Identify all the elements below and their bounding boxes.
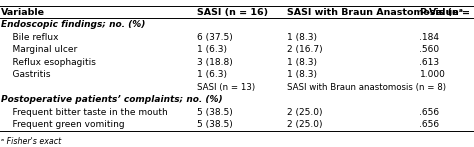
- Text: Bile reflux: Bile reflux: [1, 33, 58, 42]
- Text: 2 (25.0): 2 (25.0): [287, 120, 322, 129]
- Text: Endoscopic findings; no. (%): Endoscopic findings; no. (%): [1, 20, 146, 29]
- Text: Gastritis: Gastritis: [1, 70, 50, 79]
- Text: SASI (n = 16): SASI (n = 16): [197, 8, 268, 17]
- Text: P-Valueᵃ: P-Valueᵃ: [419, 8, 464, 17]
- Text: 5 (38.5): 5 (38.5): [197, 108, 232, 117]
- Text: .656: .656: [419, 108, 439, 117]
- Text: 1 (8.3): 1 (8.3): [287, 70, 317, 79]
- Text: SASI (n = 13): SASI (n = 13): [197, 83, 255, 92]
- Text: 2 (25.0): 2 (25.0): [287, 108, 322, 117]
- Text: Frequent bitter taste in the mouth: Frequent bitter taste in the mouth: [1, 108, 168, 117]
- Text: 6 (37.5): 6 (37.5): [197, 33, 232, 42]
- Text: 1.000: 1.000: [419, 70, 446, 79]
- Text: Postoperative patients’ complaints; no. (%): Postoperative patients’ complaints; no. …: [1, 95, 223, 104]
- Text: 1 (6.3): 1 (6.3): [197, 70, 227, 79]
- Text: Variable: Variable: [1, 8, 45, 17]
- Text: 5 (38.5): 5 (38.5): [197, 120, 232, 129]
- Text: .184: .184: [419, 33, 439, 42]
- Text: Reflux esophagitis: Reflux esophagitis: [1, 58, 96, 67]
- Text: 2 (16.7): 2 (16.7): [287, 45, 322, 54]
- Text: Marginal ulcer: Marginal ulcer: [1, 45, 77, 54]
- Text: SASI with Braun anastomosis (n = 8): SASI with Braun anastomosis (n = 8): [287, 83, 446, 92]
- Text: ᵃ Fisher's exact: ᵃ Fisher's exact: [1, 137, 61, 146]
- Text: 3 (18.8): 3 (18.8): [197, 58, 232, 67]
- Text: .560: .560: [419, 45, 439, 54]
- Text: Frequent green vomiting: Frequent green vomiting: [1, 120, 125, 129]
- Text: .656: .656: [419, 120, 439, 129]
- Text: SASI with Braun Anastomosis (n = 12): SASI with Braun Anastomosis (n = 12): [287, 8, 474, 17]
- Text: .613: .613: [419, 58, 439, 67]
- Text: 1 (6.3): 1 (6.3): [197, 45, 227, 54]
- Text: 1 (8.3): 1 (8.3): [287, 58, 317, 67]
- Text: 1 (8.3): 1 (8.3): [287, 33, 317, 42]
